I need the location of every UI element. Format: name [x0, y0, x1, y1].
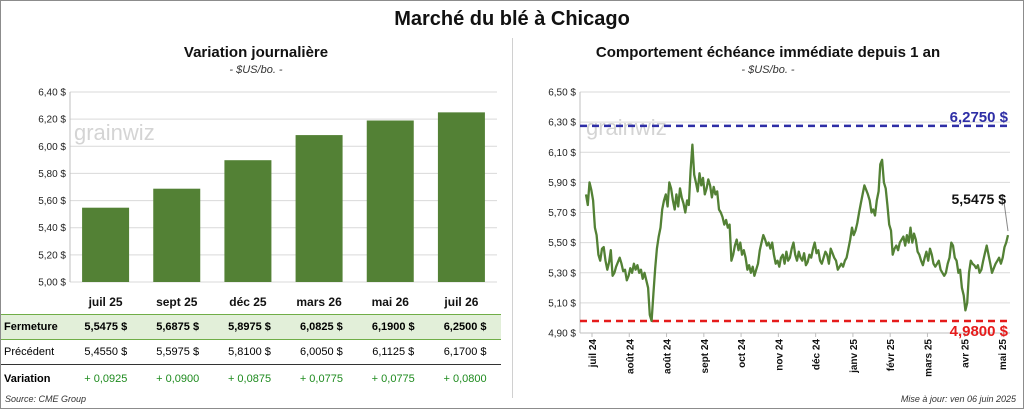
bar	[224, 160, 272, 282]
table-cell: + 0,0875	[227, 373, 272, 385]
y-tick-label: 6,20 $	[38, 115, 66, 126]
update-date: Mise à jour: ven 06 juin 2025	[900, 394, 1016, 404]
leader-line	[1003, 201, 1009, 232]
y-tick-label: 5,80 $	[38, 169, 66, 180]
table-cell: 5,8100 $	[228, 346, 271, 358]
x-tick-label: déc 25	[229, 295, 267, 309]
x-tick-label: juil 24	[588, 339, 599, 369]
row-label: Variation	[4, 373, 51, 385]
x-tick-label: mars 26	[296, 295, 342, 309]
table-cell: + 0,0800	[443, 373, 487, 385]
table-cell: + 0,0900	[156, 373, 200, 385]
bar	[366, 120, 414, 282]
x-tick-label: mai 26	[372, 295, 410, 309]
x-tick-label: oct 24	[737, 339, 748, 368]
x-tick-label: févr 25	[886, 339, 897, 372]
table-cell: 5,5975 $	[156, 346, 200, 358]
x-tick-label: mars 25	[923, 339, 934, 377]
x-tick-label: août 24	[625, 339, 636, 374]
bar	[437, 112, 485, 282]
x-tick-label: janv 25	[849, 339, 860, 374]
table-cell: 5,8975 $	[228, 321, 271, 333]
reference-label: 4,9800 $	[950, 323, 1009, 340]
table-cell: 6,1125 $	[372, 346, 415, 358]
y-tick-label: 5,00 $	[38, 278, 66, 289]
y-tick-label: 4,90 $	[548, 329, 576, 340]
table-row-variation: Variation + 0,0925 + 0,0900 + 0,0875 + 0…	[1, 367, 501, 391]
line-chart: 4,90 $ 5,10 $ 5,30 $ 5,50 $ 5,70 $ 5,90 $ 6,10…	[548, 88, 1010, 377]
table-cell: + 0,0925	[84, 373, 128, 385]
left-chart-subtitle: - $US/bo. -	[229, 64, 283, 76]
bar	[82, 207, 130, 282]
panel-divider	[512, 38, 513, 398]
table-cell: 5,5475 $	[84, 321, 128, 333]
table-cell: + 0,0775	[299, 373, 343, 385]
bar	[295, 135, 343, 282]
x-tick-label: sept 25	[156, 295, 198, 309]
right-chart-title: Comportement échéance immédiate depuis 1…	[595, 44, 941, 61]
watermark: grainwiz	[74, 120, 155, 145]
table-cell: 5,4550 $	[84, 346, 128, 358]
y-tick-label: 6,40 $	[38, 88, 66, 99]
table-cell: + 0,0775	[371, 373, 415, 385]
watermark: grainwiz	[586, 115, 667, 140]
table-cell: 6,1700 $	[443, 346, 487, 358]
y-tick-label: 6,00 $	[38, 142, 66, 153]
row-label: Fermeture	[4, 321, 58, 333]
table-cell: 6,2500 $	[443, 321, 487, 333]
y-tick-label: 5,40 $	[38, 223, 66, 234]
y-tick-label: 5,10 $	[548, 298, 576, 309]
source-note: Source: CME Group	[5, 394, 87, 404]
y-tick-label: 6,30 $	[548, 118, 576, 129]
x-tick-label: août 24	[663, 339, 674, 374]
x-tick-label: nov 24	[774, 339, 785, 371]
y-tick-label: 5,20 $	[38, 250, 66, 261]
x-tick-label: mai 25	[998, 339, 1009, 371]
y-tick-label: 5,70 $	[548, 208, 576, 219]
left-chart-title: Variation journalière	[183, 44, 329, 61]
y-tick-label: 5,60 $	[38, 196, 66, 207]
y-tick-label: 5,90 $	[548, 178, 576, 189]
x-tick-label: déc 24	[812, 339, 823, 371]
y-tick-label: 6,10 $	[548, 148, 576, 159]
x-tick-label: avr 25	[961, 339, 972, 368]
bar-chart: 5,00 $ 5,20 $ 5,40 $ 5,60 $ 5,80 $ 6,00 $ 6,20…	[38, 88, 497, 309]
table-row-close: Fermeture 5,5475 $ 5,6875 $ 5,8975 $ 6,0…	[1, 314, 501, 340]
right-chart-subtitle: - $US/bo. -	[741, 64, 795, 76]
bar	[153, 188, 201, 282]
x-tick-label: juil 25	[88, 295, 123, 309]
table-row-previous: Précédent 5,4550 $ 5,5975 $ 5,8100 $ 6,0…	[1, 340, 501, 365]
reference-label: 6,2750 $	[950, 109, 1009, 126]
table-cell: 6,0050 $	[299, 346, 343, 358]
y-tick-label: 5,50 $	[548, 238, 576, 249]
table-cell: 5,6875 $	[156, 321, 200, 333]
table-cell: 6,1900 $	[371, 321, 415, 333]
x-tick-label: juil 26	[443, 295, 478, 309]
x-tick-label: sept 24	[700, 339, 711, 374]
last-value-label: 5,5475 $	[952, 191, 1007, 207]
y-tick-label: 6,50 $	[548, 88, 576, 99]
row-label: Précédent	[4, 346, 55, 358]
series-line	[584, 143, 1010, 323]
table-cell: 6,0825 $	[299, 321, 343, 333]
main-title: Marché du blé à Chicago	[394, 8, 630, 30]
y-tick-label: 5,30 $	[548, 268, 576, 279]
